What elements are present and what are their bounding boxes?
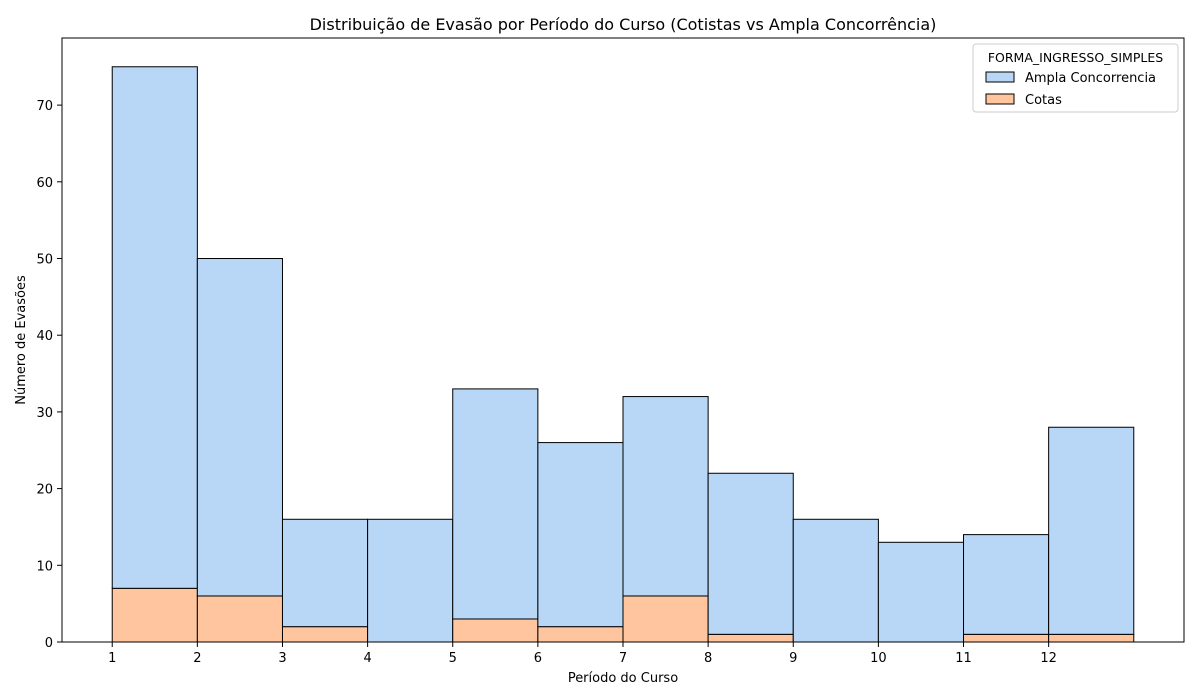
y-tick-label: 70 <box>36 99 53 114</box>
legend-title: FORMA_INGRESSO_SIMPLES <box>988 50 1163 65</box>
chart-title: Distribuição de Evasão por Período do Cu… <box>310 15 937 34</box>
legend-swatch <box>985 93 1015 105</box>
x-tick-label: 2 <box>193 651 201 666</box>
x-tick-label: 10 <box>870 651 887 666</box>
x-axis-label: Período do Curso <box>568 671 678 686</box>
y-tick-label: 20 <box>36 483 53 498</box>
bar-cotas-bin-1 <box>111 587 198 643</box>
bar-ampla-bin-5 <box>452 388 539 620</box>
bar-cotas-bin-2 <box>196 595 283 643</box>
legend-entry: Ampla Concorrencia <box>1025 71 1156 86</box>
legend-box <box>972 43 1179 113</box>
bar-cotas-bin-8 <box>707 633 794 643</box>
legend-entry: Cotas <box>1025 93 1062 108</box>
bar-cotas-bin-5 <box>452 618 539 643</box>
bar-ampla-bin-3 <box>281 518 369 628</box>
y-tick-label: 0 <box>45 636 53 651</box>
bar-cotas-bin-11 <box>963 633 1050 643</box>
bar-cotas-bin-12 <box>1048 633 1135 643</box>
y-tick-label: 60 <box>36 176 53 191</box>
x-tick-label: 3 <box>278 651 286 666</box>
y-tick-label: 40 <box>36 329 53 344</box>
bar-cotas-bin-7 <box>622 595 709 643</box>
legend-swatch <box>985 71 1015 83</box>
x-tick-label: 7 <box>619 651 627 666</box>
bar-ampla-bin-12 <box>1048 426 1135 635</box>
bar-ampla-bin-8 <box>707 472 794 635</box>
bar-ampla-bin-10 <box>877 541 965 643</box>
bar-ampla-bin-1 <box>111 66 198 589</box>
x-tick-label: 8 <box>704 651 712 666</box>
bar-ampla-bin-11 <box>963 534 1050 635</box>
y-axis-label: Número de Evasões <box>14 275 29 405</box>
x-tick-label: 12 <box>1040 651 1057 666</box>
bar-ampla-bin-7 <box>622 396 709 597</box>
x-tick-label: 9 <box>789 651 797 666</box>
x-tick-label: 6 <box>534 651 542 666</box>
bar-ampla-bin-4 <box>367 518 454 643</box>
bar-ampla-bin-6 <box>537 442 624 628</box>
bar-cotas-bin-3 <box>281 626 369 643</box>
y-tick-label: 50 <box>36 253 53 268</box>
x-tick-label: 1 <box>108 651 116 666</box>
x-tick-label: 4 <box>363 651 371 666</box>
x-tick-label: 5 <box>449 651 457 666</box>
y-tick-label: 30 <box>36 406 53 421</box>
bar-cotas-bin-6 <box>537 626 624 643</box>
x-tick-label: 11 <box>955 651 972 666</box>
legend: FORMA_INGRESSO_SIMPLES Ampla Concorrencia… <box>972 43 1179 113</box>
bar-ampla-bin-9 <box>792 518 879 643</box>
y-tick-label: 10 <box>36 559 53 574</box>
bar-ampla-bin-2 <box>196 258 283 597</box>
